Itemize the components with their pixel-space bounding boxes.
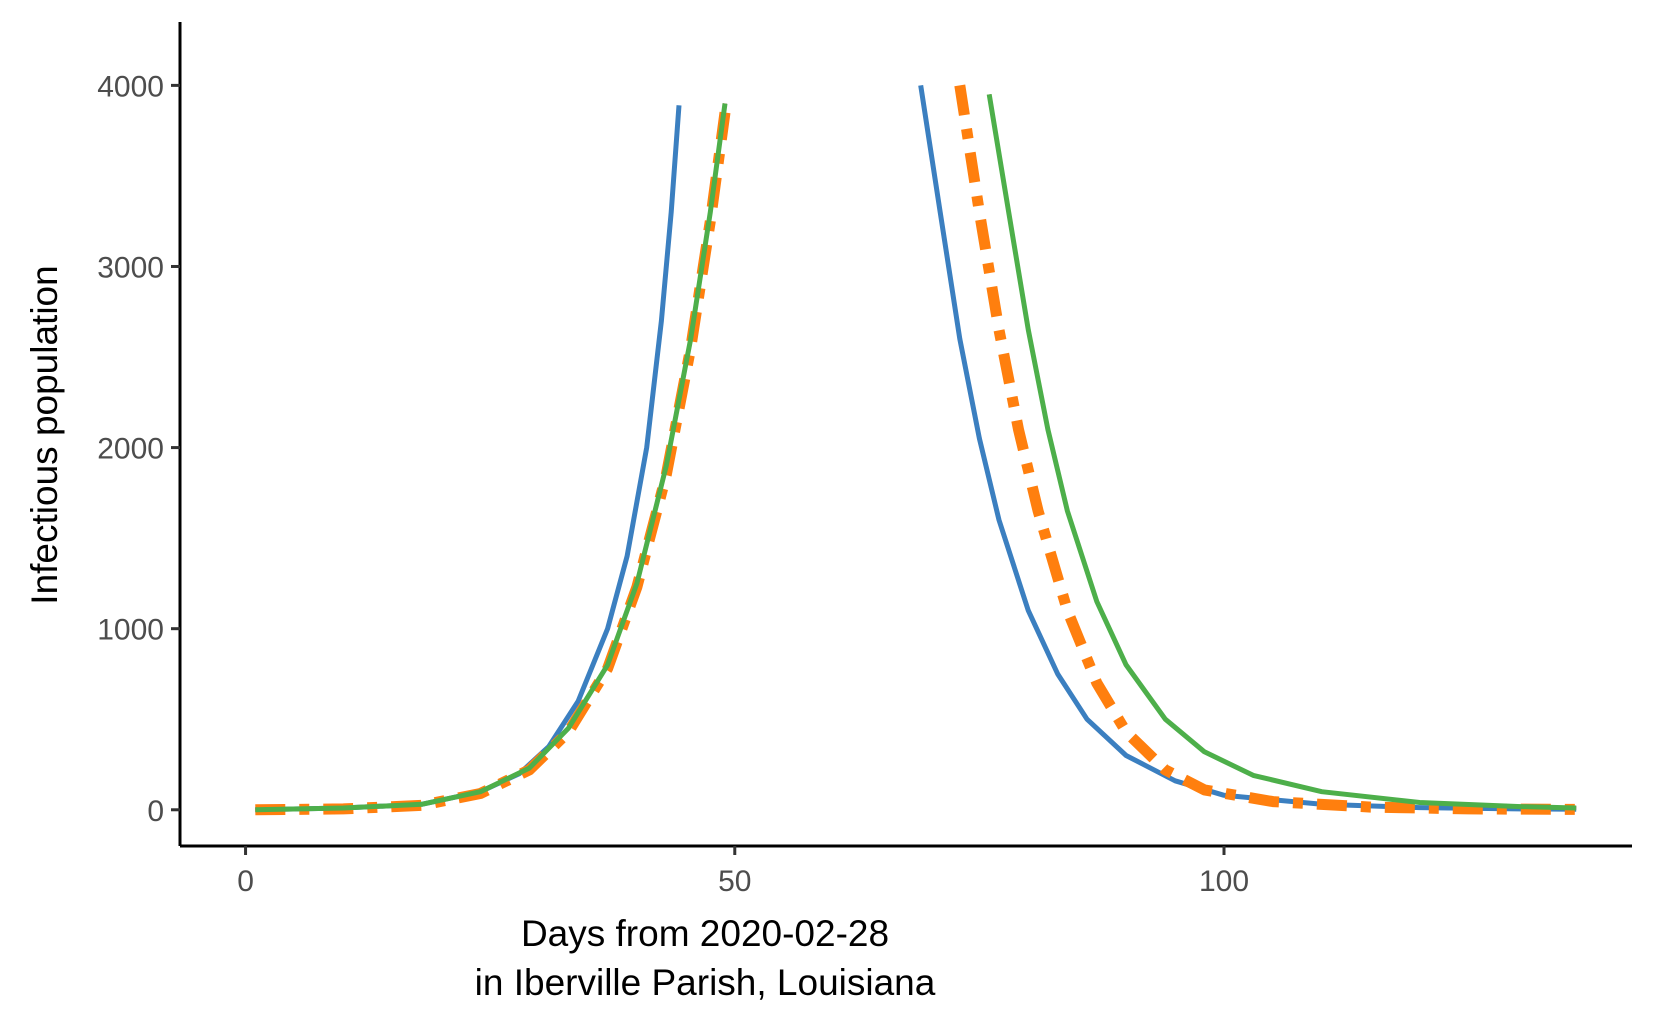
series-layer: [255, 84, 1577, 816]
x-axis-ticks: 0 50 100: [237, 846, 1249, 898]
x-axis-title-line1: Days from 2020-02-28: [521, 913, 889, 954]
series-4-rising-line: [255, 103, 728, 813]
y-tick-label: 2000: [97, 433, 164, 466]
x-axis-title-line2: in Iberville Parish, Louisiana: [475, 962, 936, 1003]
y-tick-label: 4000: [97, 70, 164, 103]
y-tick-label: 0: [147, 795, 164, 828]
series-3-rising-line: [255, 111, 731, 816]
x-tick-label: 50: [718, 865, 751, 898]
series-1-rising-line: [255, 105, 682, 813]
y-axis-title: Infectious population: [24, 265, 65, 604]
y-tick-label: 1000: [97, 614, 164, 647]
series-2-rising-line: [255, 103, 727, 812]
plot-panel: 0 50 100 0 1000 2000 3000 4000: [97, 22, 1632, 898]
y-axis-ticks: 0 1000 2000 3000 4000: [97, 70, 180, 828]
x-tick-label: 0: [237, 865, 254, 898]
series-4-falling-line: [986, 93, 1577, 811]
x-tick-label: 100: [1199, 865, 1249, 898]
y-tick-label: 3000: [97, 251, 164, 284]
